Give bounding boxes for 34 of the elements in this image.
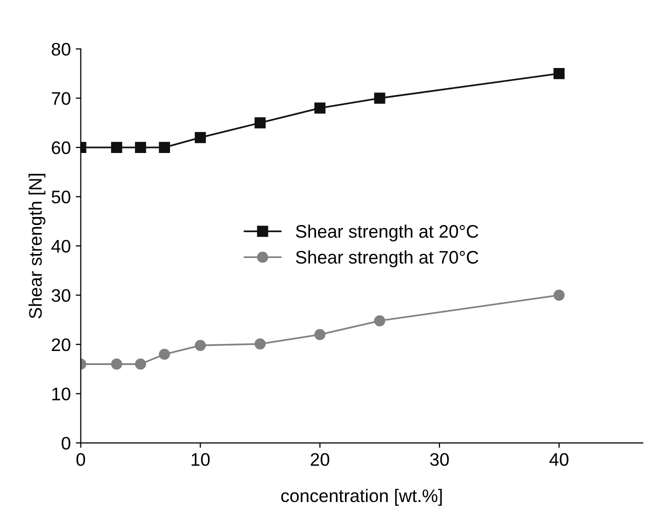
point <box>134 358 146 370</box>
point <box>374 92 386 104</box>
y-tick-label: 60 <box>52 141 70 154</box>
y-tick-label: 20 <box>52 338 70 352</box>
x-tick-label: 0 <box>76 453 86 466</box>
x-tick-label: 40 <box>549 453 568 466</box>
point <box>254 117 266 128</box>
legend-label: Shear strength at 70°C <box>296 250 478 268</box>
x-tick-label: 30 <box>430 453 449 466</box>
x-tick-label: 20 <box>310 453 330 466</box>
point <box>314 329 326 340</box>
point <box>134 142 146 153</box>
legend-label: Shear strength at 20°C <box>296 224 478 242</box>
point <box>554 290 565 301</box>
y-tick-label: 70 <box>52 92 70 105</box>
point <box>158 142 170 153</box>
y-tick-label: 30 <box>52 289 70 302</box>
point <box>111 358 122 370</box>
y-tick-label: 80 <box>52 42 70 56</box>
point <box>158 348 170 360</box>
point <box>194 132 206 144</box>
y-tick-label: 50 <box>52 190 70 204</box>
point <box>374 315 386 326</box>
y-tick-label: 10 <box>52 388 70 400</box>
y-tick-label: 40 <box>51 240 70 253</box>
point <box>111 142 122 153</box>
x-tick-label: 10 <box>192 453 210 466</box>
y-tick-label: 0 <box>62 436 70 450</box>
point <box>254 338 266 350</box>
point <box>554 68 565 80</box>
point <box>314 102 326 114</box>
x-axis-title: concentration [wt.%] <box>281 488 442 506</box>
point <box>194 340 206 351</box>
y-axis-title: Shear strength [N] <box>28 174 46 318</box>
